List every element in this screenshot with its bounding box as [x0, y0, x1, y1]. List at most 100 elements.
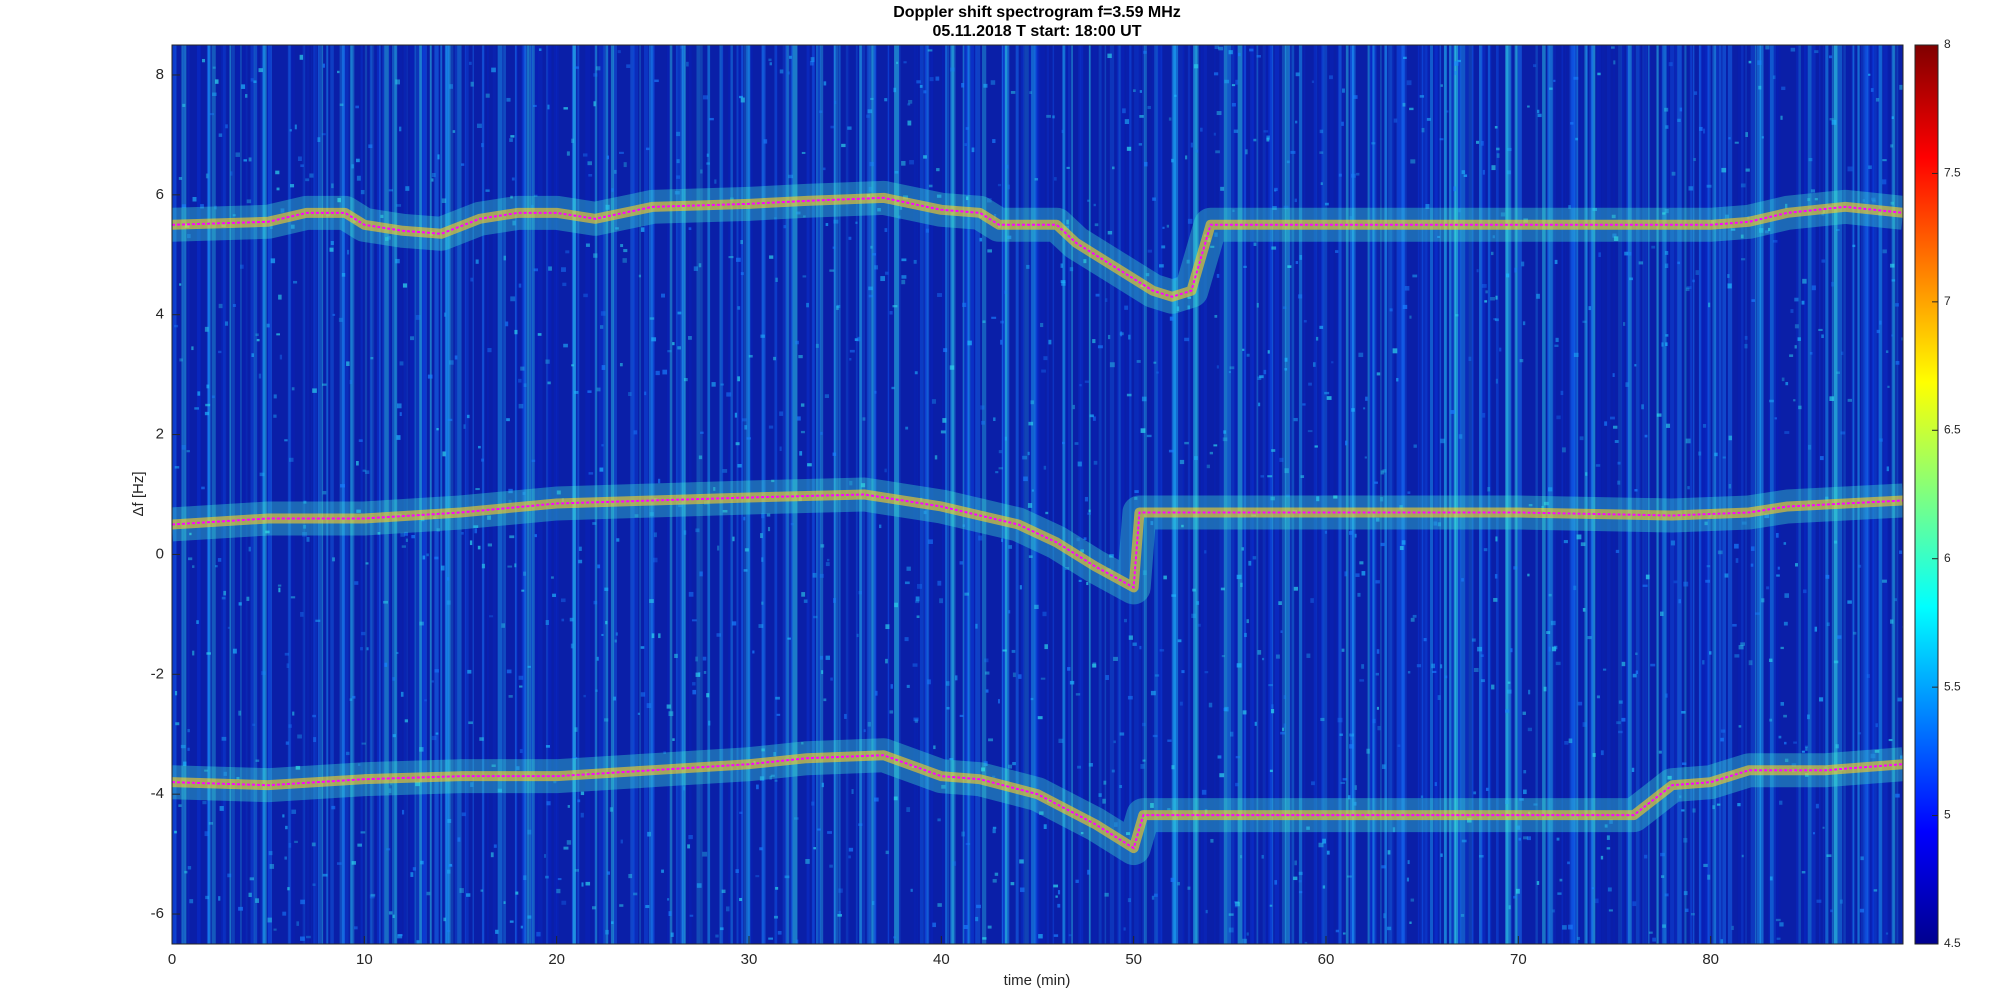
texture-stripe — [359, 45, 362, 944]
texture-speck — [678, 503, 684, 508]
texture-stripe — [972, 45, 977, 944]
texture-speck — [1179, 701, 1183, 706]
texture-speck — [284, 439, 288, 442]
texture-stripe — [1321, 45, 1325, 944]
texture-speck — [1764, 513, 1770, 519]
texture-speck — [1153, 361, 1157, 364]
texture-speck — [1543, 686, 1547, 692]
texture-speck — [1784, 203, 1788, 209]
texture-speck — [713, 487, 716, 491]
texture-speck — [981, 420, 986, 425]
texture-speck — [906, 566, 911, 571]
texture-speck — [1217, 755, 1222, 759]
texture-speck — [1683, 581, 1689, 587]
texture-speck — [580, 791, 585, 796]
texture-speck — [1393, 118, 1398, 123]
texture-speck — [434, 556, 439, 560]
texture-stripe — [262, 45, 266, 944]
texture-speck — [1375, 580, 1380, 584]
texture-speck — [1702, 128, 1706, 134]
texture-stripe — [964, 45, 966, 944]
texture-speck — [1256, 302, 1259, 308]
texture-stripe — [1371, 45, 1376, 944]
texture-speck — [1220, 587, 1225, 591]
texture-speck — [1204, 671, 1209, 674]
texture-speck — [1706, 565, 1711, 568]
texture-speck — [1872, 199, 1876, 203]
texture-stripe — [1200, 45, 1203, 944]
texture-speck — [1513, 895, 1517, 899]
texture-speck — [1487, 487, 1491, 492]
texture-speck — [1604, 421, 1608, 426]
texture-speck — [741, 418, 747, 422]
texture-speck — [404, 719, 409, 723]
texture-speck — [1053, 884, 1059, 888]
texture-speck — [872, 253, 877, 256]
texture-stripe — [1288, 45, 1291, 944]
texture-speck — [820, 544, 825, 548]
texture-speck — [1195, 149, 1199, 153]
texture-speck — [365, 470, 370, 474]
texture-speck — [1790, 309, 1794, 313]
texture-speck — [436, 427, 439, 431]
texture-speck — [1780, 646, 1784, 650]
texture-speck — [531, 459, 536, 462]
texture-speck — [1660, 852, 1665, 857]
texture-speck — [1607, 887, 1612, 892]
texture-speck — [1029, 91, 1032, 94]
texture-speck — [1057, 903, 1061, 908]
texture-speck — [962, 302, 967, 308]
texture-stripe — [1591, 45, 1594, 944]
texture-stripe — [1368, 45, 1374, 944]
texture-speck — [599, 467, 604, 472]
texture-speck — [1858, 732, 1862, 735]
texture-speck — [285, 741, 289, 745]
texture-speck — [1271, 449, 1276, 452]
texture-stripe — [321, 45, 324, 944]
texture-stripe — [382, 45, 385, 944]
texture-speck — [1801, 871, 1806, 874]
texture-speck — [994, 872, 999, 876]
texture-speck — [628, 873, 633, 879]
texture-speck — [1092, 339, 1096, 344]
texture-speck — [1252, 556, 1257, 560]
texture-speck — [1093, 460, 1098, 465]
texture-stripe — [1670, 45, 1675, 944]
texture-speck — [449, 84, 454, 89]
texture-speck — [1625, 382, 1629, 387]
texture-speck — [1882, 579, 1887, 583]
texture-speck — [1618, 730, 1623, 734]
texture-speck — [916, 615, 920, 618]
texture-speck — [847, 126, 852, 130]
texture-speck — [294, 124, 297, 130]
texture-speck — [1140, 764, 1145, 769]
texture-speck — [1499, 347, 1502, 352]
texture-stripe — [1430, 45, 1436, 944]
texture-stripe — [1692, 45, 1695, 944]
texture-speck — [867, 109, 873, 114]
texture-speck — [1283, 695, 1287, 700]
texture-speck — [1295, 72, 1300, 77]
texture-speck — [1847, 398, 1853, 402]
texture-stripe — [313, 45, 316, 944]
texture-speck — [1555, 661, 1561, 666]
texture-stripe — [1678, 45, 1682, 944]
texture-speck — [289, 129, 292, 132]
colorbar-tick-label: 7 — [1944, 294, 1951, 308]
texture-speck — [1324, 391, 1330, 395]
texture-speck — [1389, 308, 1393, 312]
texture-stripe — [648, 45, 654, 944]
texture-stripe — [1464, 45, 1469, 944]
texture-stripe — [1193, 45, 1196, 944]
texture-speck — [1454, 71, 1457, 75]
texture-speck — [1040, 322, 1044, 328]
texture-stripe — [1154, 45, 1159, 944]
texture-speck — [481, 458, 484, 462]
texture-stripe — [1071, 45, 1073, 944]
texture-stripe — [1372, 45, 1377, 944]
texture-speck — [1600, 750, 1604, 756]
texture-speck — [1784, 431, 1790, 434]
texture-speck — [1357, 592, 1361, 597]
texture-stripe — [1223, 45, 1228, 944]
x-tick-label: 30 — [741, 951, 758, 968]
